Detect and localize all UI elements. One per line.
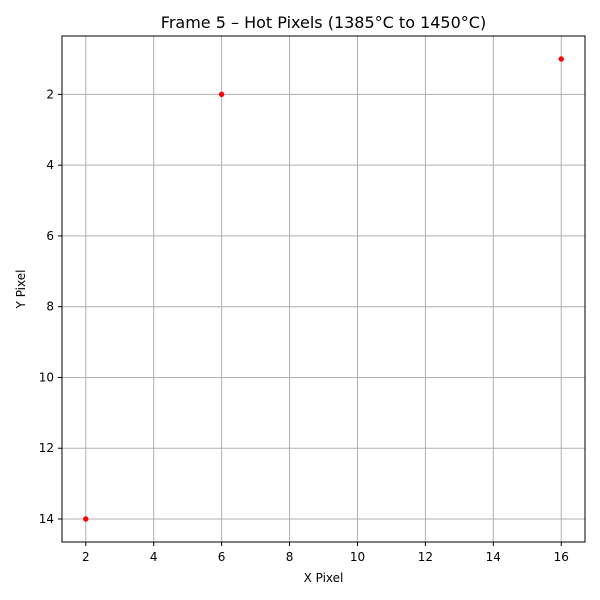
y-tick-label: 2 [46, 87, 54, 101]
y-axis-label: Y Pixel [14, 270, 28, 310]
y-tick-label: 14 [39, 512, 54, 526]
x-tick-label: 2 [82, 550, 90, 564]
x-tick-label: 14 [486, 550, 501, 564]
hot-pixel-point [558, 56, 564, 62]
x-tick-label: 6 [218, 550, 226, 564]
axis-ticks: 2 4 6 8 10 12 14 16 2 4 6 8 10 12 14 [39, 87, 569, 564]
y-tick-label: 8 [46, 300, 54, 314]
plot-frame [61, 35, 586, 543]
grid [62, 36, 585, 542]
y-tick-label: 4 [46, 158, 54, 172]
x-tick-label: 8 [286, 550, 294, 564]
x-tick-label: 12 [418, 550, 433, 564]
x-tick-label: 4 [150, 550, 158, 564]
y-tick-label: 12 [39, 441, 54, 455]
x-axis-label: X Pixel [304, 571, 344, 585]
hot-pixel-point [83, 516, 89, 522]
chart-title: Frame 5 – Hot Pixels (1385°C to 1450°C) [161, 13, 486, 32]
hot-pixel-point [218, 91, 225, 98]
x-tick-label: 16 [554, 550, 569, 564]
y-tick-label: 6 [46, 229, 54, 243]
data-points [83, 56, 564, 522]
x-tick-label: 10 [350, 550, 365, 564]
y-tick-label: 10 [39, 370, 54, 384]
